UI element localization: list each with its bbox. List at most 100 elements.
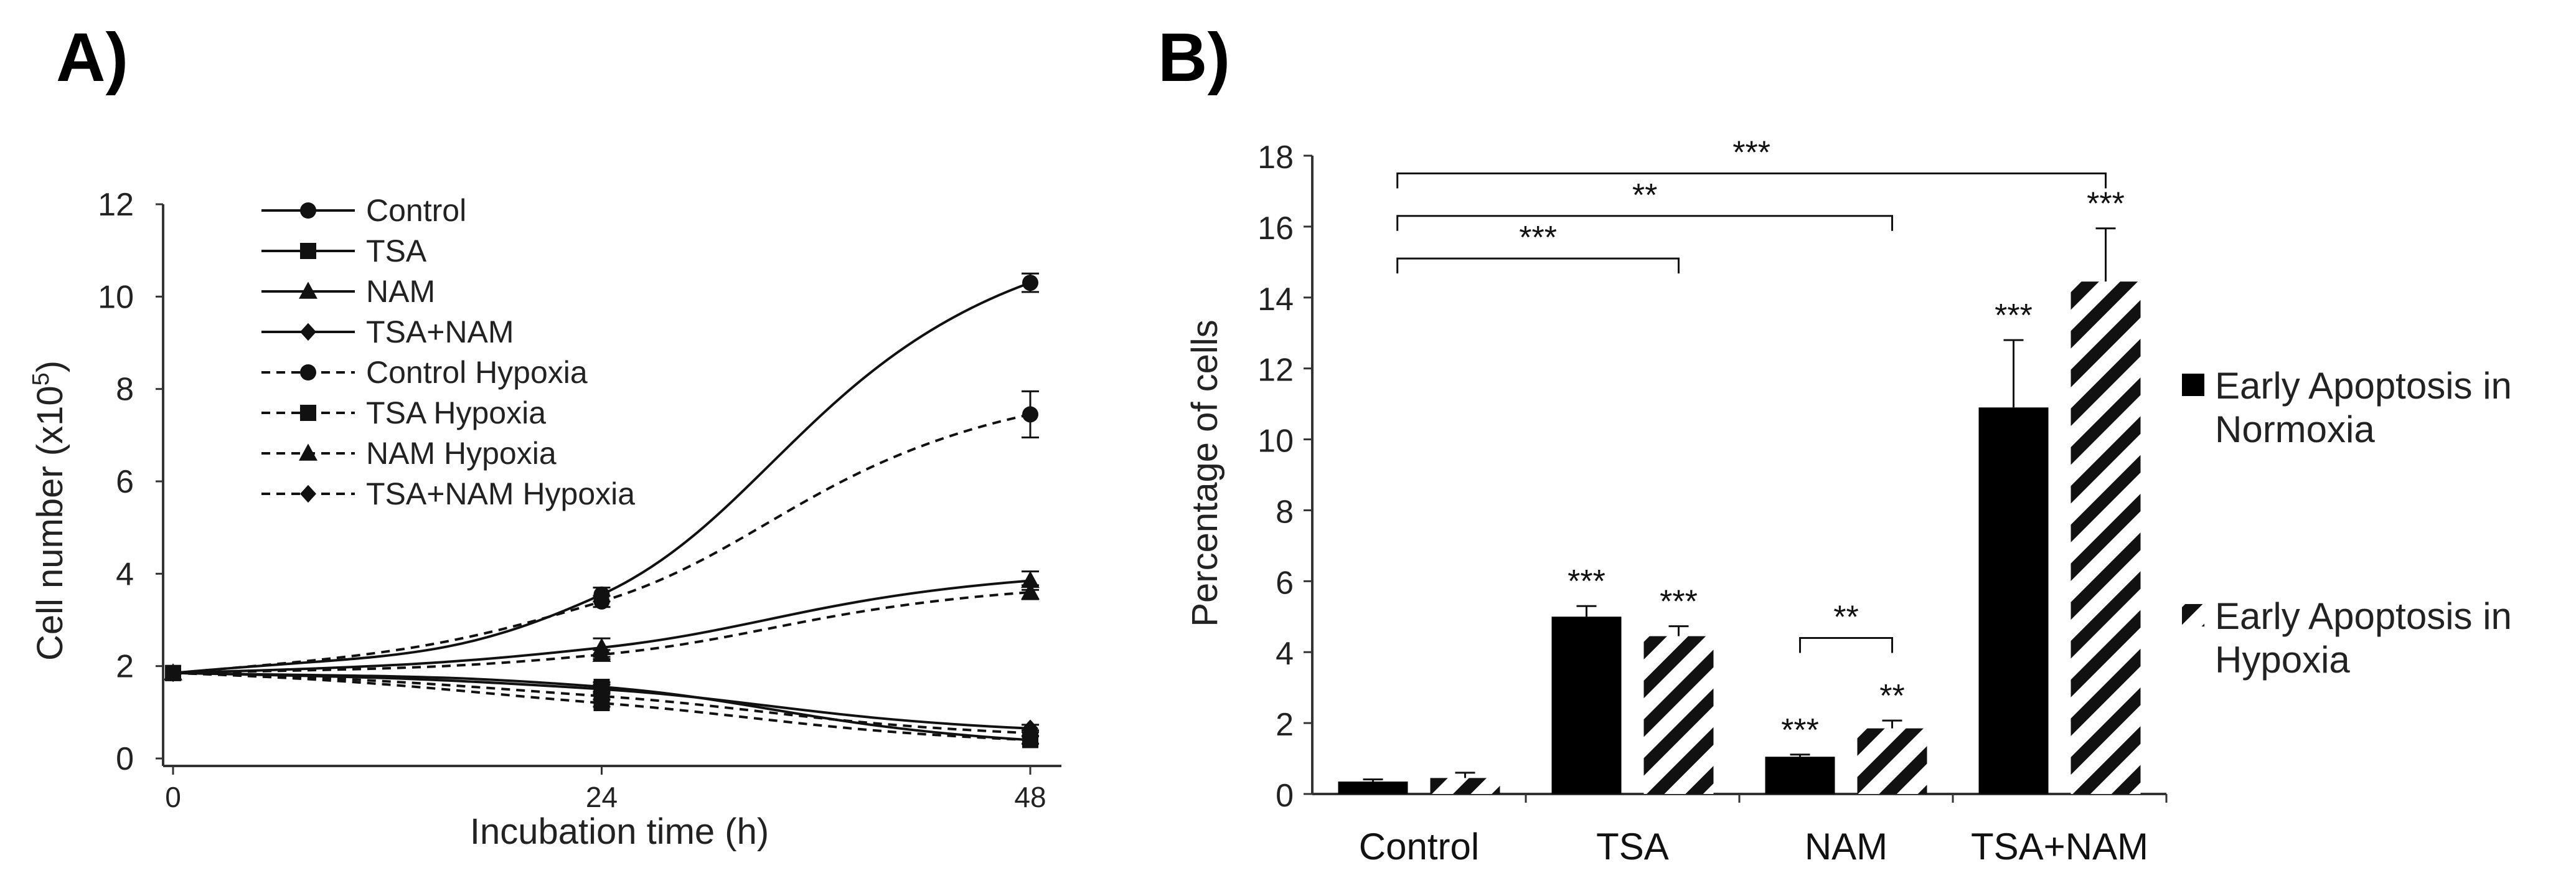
legend-swatch (2182, 604, 2204, 626)
legend-label: Early Apoptosis in (2215, 365, 2512, 407)
panel-b-y-tick-label: 14 (1257, 281, 1294, 318)
significance-label: *** (2087, 186, 2125, 222)
legend-label: Control (366, 193, 466, 228)
legend-label: TSA (366, 234, 427, 268)
legend-item: NAM (261, 274, 435, 309)
legend-marker (300, 323, 316, 341)
panel-b-y-axis-label: Percentage of cells (1185, 319, 1225, 626)
legend-label: NAM (366, 274, 435, 309)
panel-a: A) Cell number (x105) Incubation time (h… (28, 19, 1061, 852)
data-point (593, 687, 610, 706)
series-line (172, 671, 1031, 735)
bar-tsa-hypoxia (1643, 636, 1714, 794)
legend-label: TSA Hypoxia (366, 395, 546, 430)
legend-item: TSA Hypoxia (261, 395, 546, 430)
panel-a-legend: Control TSA NAM TSA+NAM Control Hypoxia TSA H… (261, 193, 635, 511)
panel-a-y-tick-label: 8 (116, 372, 134, 408)
category-label: TSA (1596, 826, 1669, 867)
bar-tsa-nam-normoxia (1978, 407, 2049, 794)
panel-b-y-tick-label: 2 (1276, 707, 1294, 743)
panel-b-y-tick-label: 12 (1257, 352, 1294, 389)
data-point (593, 593, 610, 610)
panel-a-y-tick-label: 2 (116, 649, 134, 685)
panel-a-y-tick-label: 12 (98, 187, 134, 223)
panel-a-y-axis-label-close: ) (30, 361, 70, 372)
legend-marker (300, 405, 316, 421)
legend-label: NAM Hypoxia (366, 436, 557, 471)
legend-marker (300, 202, 316, 219)
bracket-label: ** (1632, 177, 1657, 214)
significance-label: *** (1781, 712, 1819, 749)
legend-item: TSA+NAM (261, 314, 514, 349)
significance-bracket (1799, 636, 1893, 653)
significance-bracket (1396, 172, 2107, 189)
legend-label: Normoxia (2215, 409, 2375, 450)
legend-label: TSA+NAM Hypoxia (366, 476, 635, 511)
bracket-label: ** (1833, 599, 1858, 635)
panel-b-y-tick-label: 6 (1276, 565, 1294, 601)
legend-label: TSA+NAM (366, 314, 514, 349)
data-point (1022, 724, 1038, 742)
panel-a-series (164, 272, 1040, 749)
panel-b-bars: ***************** (1338, 186, 2141, 794)
series-line (172, 591, 1031, 674)
data-point (165, 664, 181, 683)
panel-a-x-tick-label: 0 (165, 781, 181, 813)
panel-a-y-tick-label: 0 (116, 741, 134, 777)
bracket-label: *** (1519, 220, 1557, 256)
panel-a-y-tick-label: 4 (116, 556, 134, 592)
panel-b-y-tick-label: 10 (1257, 423, 1294, 460)
panel-b-y-tick-label: 0 (1276, 778, 1294, 814)
significance-bracket (1396, 215, 1893, 231)
legend-label: Early Apoptosis in (2215, 595, 2512, 637)
bar-control-normoxia (1338, 782, 1408, 794)
bar-nam-hypoxia (1857, 728, 1927, 794)
legend-marker (300, 364, 316, 380)
bar-tsa-normoxia (1551, 616, 1622, 794)
panel-b-y-tick-label: 8 (1276, 494, 1294, 530)
panel-b-label: B) (1158, 19, 1230, 96)
legend-swatch (2182, 374, 2204, 396)
significance-label: *** (1568, 564, 1605, 600)
legend-marker (300, 243, 316, 259)
bar-control-hypoxia (1430, 778, 1500, 794)
panel-a-y-axis-label-text: Cell number (x10 (30, 385, 70, 661)
legend-marker (299, 443, 317, 461)
data-point (1022, 275, 1038, 291)
legend-marker (300, 484, 316, 503)
panel-a-y-axis-label-sup: 5 (28, 372, 54, 385)
bracket-label: *** (1732, 135, 1770, 171)
panel-a-y-tick-label: 6 (116, 464, 134, 500)
series-tsa-nam-hypoxia (165, 664, 1039, 742)
panel-a-x-tick-label: 24 (586, 781, 618, 813)
category-label: TSA+NAM (1971, 826, 2148, 867)
legend-item: TSA+NAM Hypoxia (261, 476, 635, 511)
panel-b-y-tick-label: 18 (1257, 139, 1294, 176)
series-line (172, 671, 1031, 742)
bar-nam-normoxia (1765, 757, 1835, 794)
significance-bracket (1396, 257, 1680, 274)
panel-b-y-tick-label: 4 (1276, 636, 1294, 672)
data-point (592, 645, 611, 662)
panel-a-x-axis-label: Incubation time (h) (470, 811, 769, 852)
panel-b-brackets: ********** (1396, 135, 2107, 653)
series-line (172, 413, 1031, 674)
legend-item: Control Hypoxia (261, 355, 588, 390)
data-point (1021, 570, 1040, 588)
legend-item: TSA (261, 234, 427, 268)
data-point (1022, 406, 1038, 423)
bar-tsa-nam-hypoxia (2071, 281, 2141, 794)
significance-label: ** (1879, 678, 1904, 714)
panel-a-x-tick-label: 48 (1014, 781, 1046, 813)
data-point (1021, 582, 1040, 600)
significance-label: *** (1660, 584, 1698, 620)
legend-item: Control (261, 193, 466, 228)
legend-item: NAM Hypoxia (261, 436, 557, 471)
panel-a-y-axis-label: Cell number (x105) (28, 361, 70, 661)
panel-b: B) Percentage of cells 0 2 4 6 8 10 12 14 16 18 Co… (1158, 19, 2512, 867)
legend-label: Control Hypoxia (366, 355, 588, 390)
